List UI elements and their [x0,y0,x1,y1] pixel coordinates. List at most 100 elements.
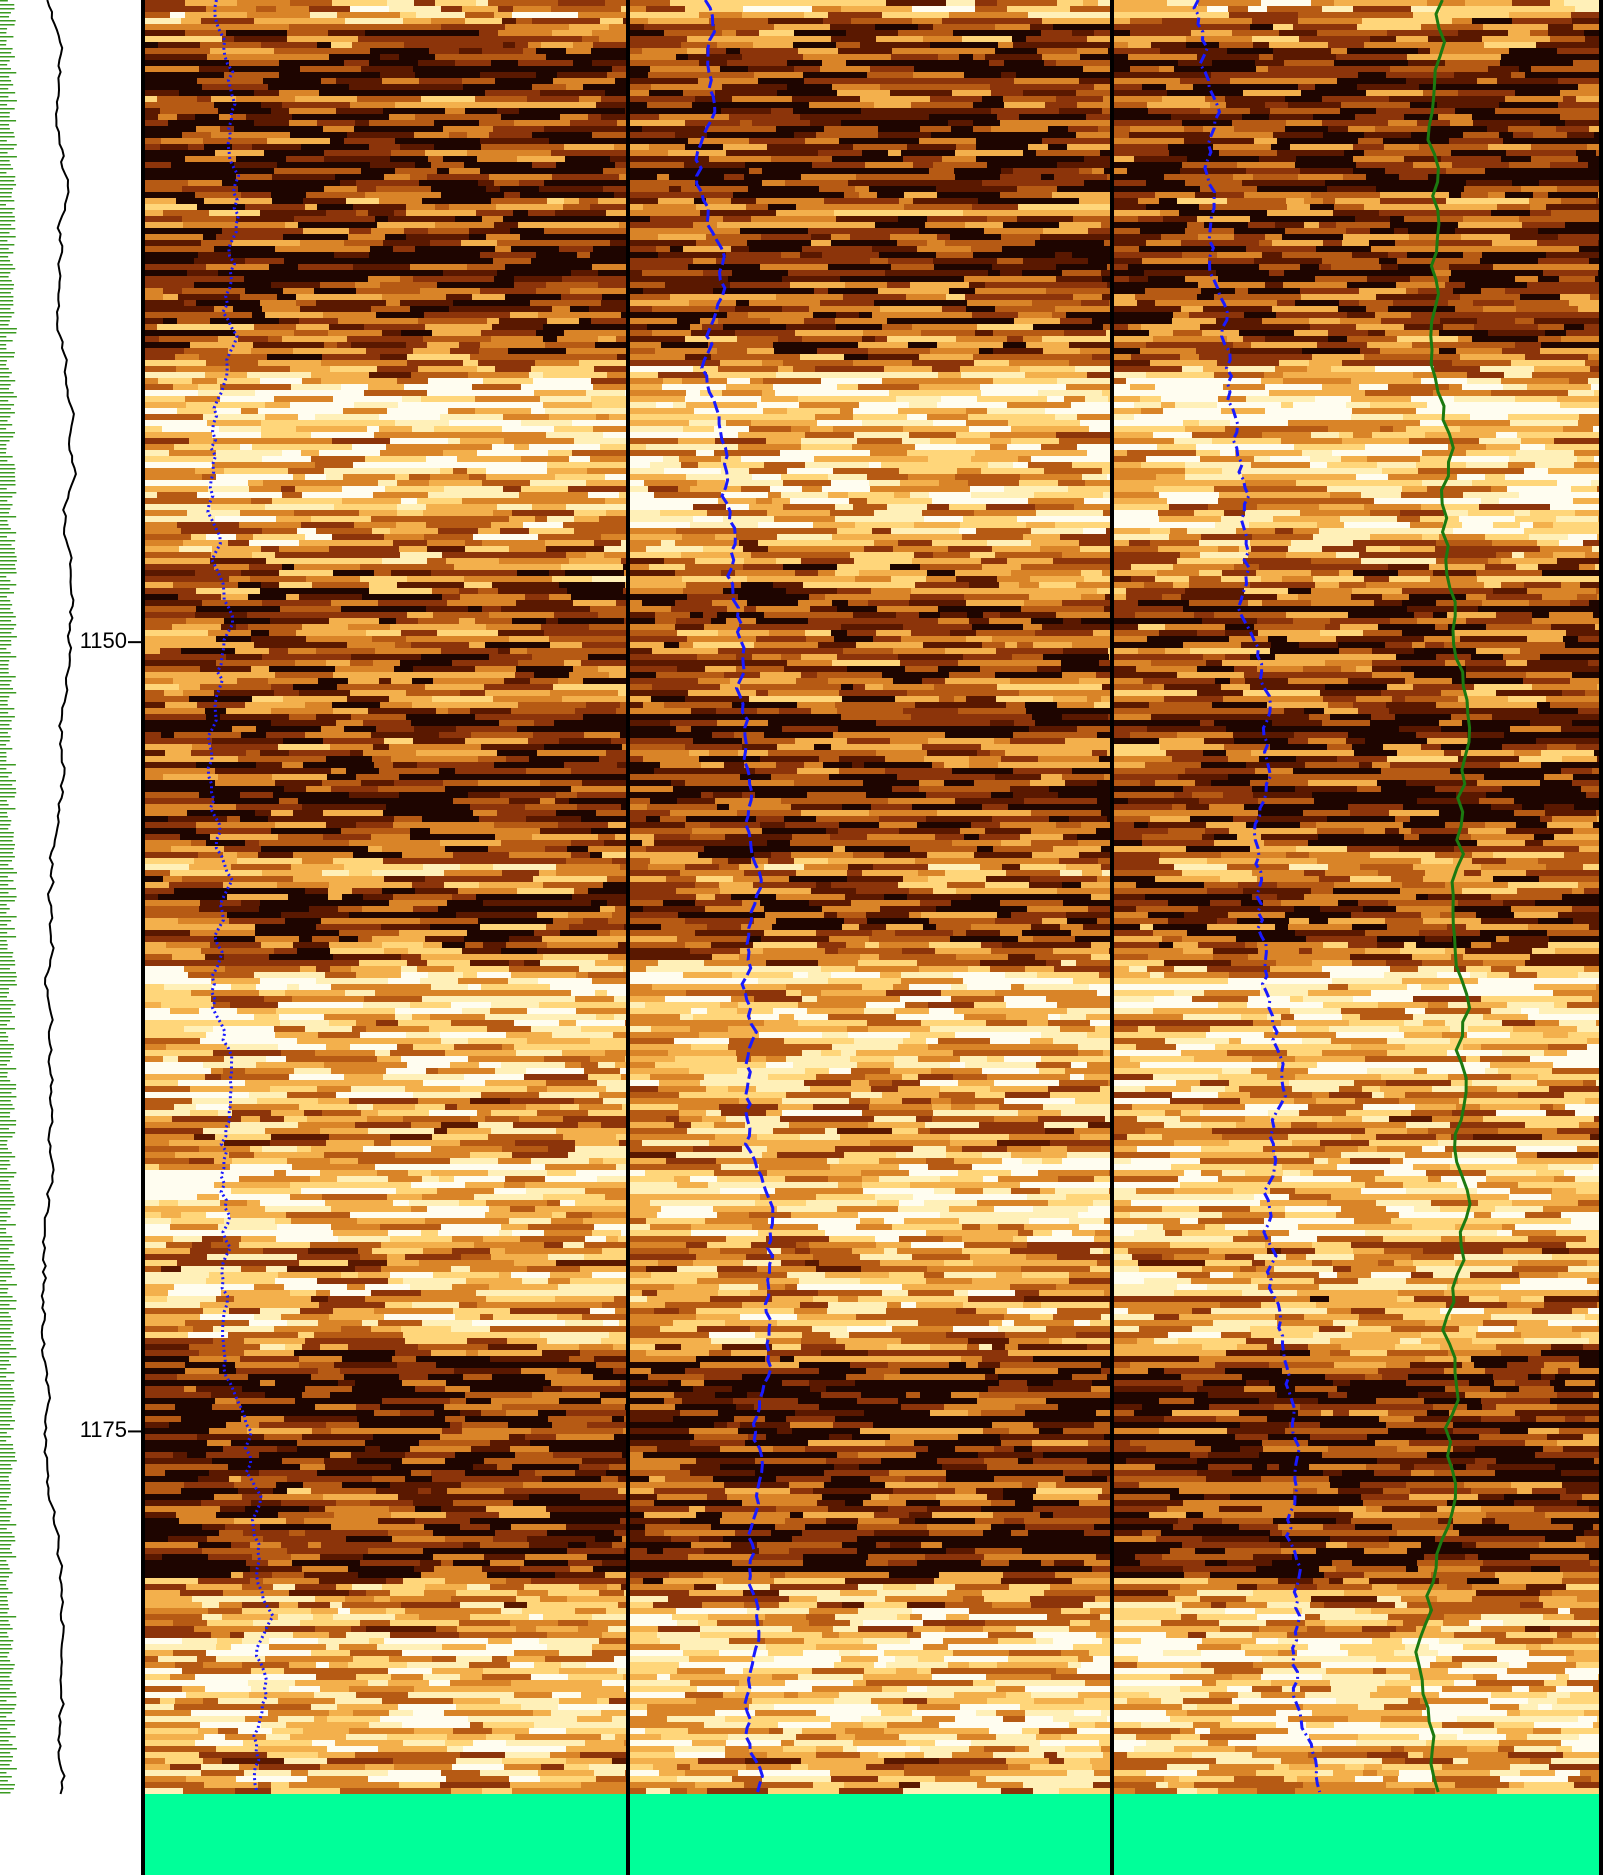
image-cell [266,1266,288,1273]
image-cell [564,144,615,151]
image-cell [863,228,920,235]
image-cell [835,504,854,511]
image-cell [184,300,197,307]
image-cell [489,930,535,937]
image-cell [392,1536,446,1543]
image-cell [268,1650,312,1657]
image-cell [1007,6,1071,13]
image-cell [759,30,795,37]
image-cell [196,126,221,133]
image-cell [619,1320,627,1327]
image-cell [349,1728,415,1735]
image-cell [801,558,855,565]
image-cell [496,402,544,409]
image-cell [996,648,1064,655]
image-cell [535,360,580,367]
image-cell [264,1434,303,1441]
image-cell [536,456,570,463]
image-cell [980,666,1038,673]
image-cell [687,36,742,43]
image-cell [854,558,913,565]
image-cell [696,432,739,439]
image-cell [410,336,424,343]
image-cell [616,336,627,343]
image-cell [683,426,715,433]
image-cell [601,1122,627,1129]
image-cell [491,312,511,319]
image-cell [242,1662,290,1669]
image-cell [145,1284,175,1291]
image-cell [546,1080,598,1087]
image-cell [570,1278,604,1285]
image-cell [145,1020,211,1027]
image-cell [286,156,325,163]
image-cell [433,678,505,685]
image-cell [531,1674,569,1681]
image-cell [183,1188,212,1195]
image-cell [1018,66,1084,73]
image-cell [527,1536,596,1543]
image-cell [403,1332,467,1339]
image-cell [602,1302,627,1309]
image-cell [618,1236,627,1243]
image-cell [524,1584,580,1591]
image-cell [593,1374,627,1381]
image-cell [294,1350,339,1357]
image-cell [512,12,579,19]
image-cell [858,276,926,283]
image-cell [476,1476,543,1483]
image-cell [465,12,495,19]
image-cell [898,408,967,415]
image-cell [547,198,565,205]
image-cell [540,780,583,787]
image-cell [408,1692,469,1699]
image-cell [305,474,327,481]
image-cell [475,396,541,403]
image-cell [291,1770,309,1777]
image-cell [1026,36,1088,43]
image-cell [310,1242,382,1249]
image-cell [235,246,276,253]
image-cell [741,36,807,43]
image-cell [439,516,481,523]
image-cell [648,72,692,79]
image-cell [816,132,879,139]
image-cell [289,120,318,127]
image-cell [552,576,593,583]
image-cell [353,264,411,271]
image-cell [347,132,415,139]
image-cell [605,1572,627,1579]
image-cell [874,300,929,307]
image-cell [470,1098,511,1105]
image-cell [686,402,758,409]
image-cell [802,246,873,253]
image-cell [555,474,606,481]
image-cell [527,1266,581,1273]
image-cell [273,1488,288,1495]
image-cell [335,666,395,673]
image-cell [774,516,836,523]
image-cell [573,60,593,67]
image-cell [350,1440,366,1447]
image-cell [429,1680,451,1687]
image-cell [932,366,961,373]
image-cell [437,264,468,271]
image-cell [495,834,533,841]
image-cell [161,1002,214,1009]
image-cell [426,606,469,613]
image-cell [349,912,417,919]
image-cell [756,636,807,643]
image-cell [329,618,380,625]
image-cell [914,522,961,529]
image-cell [515,1734,551,1741]
image-cell [1000,612,1057,619]
image-cell [236,804,303,811]
image-cell [609,1332,627,1339]
image-cell [363,750,417,757]
image-cell [477,972,512,979]
image-cell [186,1776,237,1783]
image-cell [351,216,376,223]
image-cell [480,1068,496,1075]
image-cell [145,126,197,133]
image-cell [563,1290,622,1297]
